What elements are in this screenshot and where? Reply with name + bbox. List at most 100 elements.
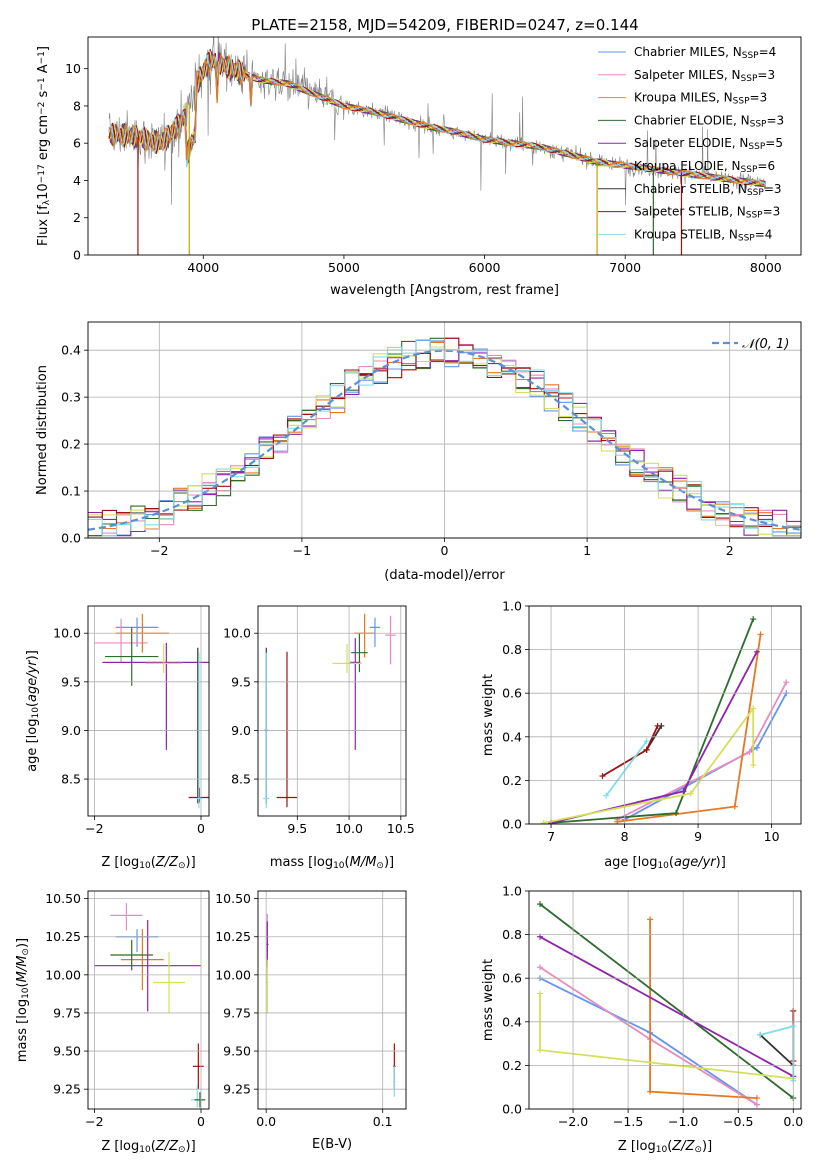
x-tick-label: 0.0 [256,1114,276,1129]
y-tick-label: 8.5 [61,772,81,787]
y-tick-label: 0.4 [502,1014,522,1029]
y-axis-label: Normed distribution [35,365,50,495]
x-tick-label: −1 [293,543,311,558]
x-tick-label: 2 [726,543,734,558]
x-tick-label: 10.5 [387,821,415,836]
axes-frame [87,605,210,817]
x-axis-label: age [log10(age/yr)] [604,855,726,871]
y-tick-label: 10.50 [45,891,81,906]
legend-label: 𝒩(0, 1) [742,337,789,352]
axes-frame [87,321,802,539]
x-axis-label: E(B-V) [312,1137,352,1152]
weight-line [760,1025,795,1081]
weight-line [605,740,648,797]
x-tick-label: 5000 [328,260,360,275]
x-tick-label: 10 [764,829,780,844]
legend-label: Kroupa ELODIE, NSSP=6 [634,159,775,175]
y-tick-label: 10 [65,61,81,76]
plot-area-spectrum [108,37,766,255]
x-tick-label: 0.0 [783,1114,803,1129]
axes-frame [528,605,802,825]
x-axis-label: mass [log10(M/M⊙)] [270,855,394,871]
y-tick-label: 4 [73,173,81,188]
y-tick-label: 9.5 [231,674,251,689]
y-tick-label: 10.0 [53,626,81,641]
y-tick-label: 0.6 [502,971,522,986]
weight-line [602,725,659,777]
y-tick-label: 9.0 [61,723,81,738]
x-axis-label: (data-model)/error [384,568,505,583]
weight-line [539,936,794,1078]
y-tick-label: 8.5 [231,772,251,787]
y-tick-label: 0.1 [61,484,81,499]
panel-spectrum: 4000 5000 6000 7000 8000 0 2 4 6 8 10 wavelength [A… [36,36,802,298]
axes-frame [257,890,407,1110]
y-tick-label: 0 [73,248,81,263]
x-tick-label: 0 [441,543,449,558]
y-tick-label: 10.25 [45,929,81,944]
y-tick-label: 0.2 [502,773,522,788]
y-axis-label: mass weight [481,674,496,756]
x-axis-label: Z [log10(Z/Z⊙)] [101,855,195,871]
panel-Z-age: −2 0 8.5 9.0 9.5 10.0 Z [log10(Z/Z⊙)] age [log1… [25,605,210,871]
y-tick-label: 9.5 [61,674,81,689]
x-tick-label: 8000 [750,260,782,275]
y-tick-label: 9.25 [223,1082,251,1097]
weight-line [616,681,788,821]
x-tick-label: 7 [547,829,555,844]
y-tick-label: 0.2 [502,1058,522,1073]
x-tick-label: 1 [583,543,591,558]
y-tick-label: 0.2 [61,437,81,452]
y-tick-label: 10.0 [223,626,251,641]
x-tick-label: −1.5 [613,1114,643,1129]
panel-age-weight: 7 8 9 10 0.0 0.2 0.4 0.6 0.8 1.0 age [log10(age/yr… [481,599,802,871]
legend-label: Chabrier STELIB, NSSP=3 [634,182,782,198]
y-tick-label: 10.00 [215,967,251,982]
legend-label: Salpeter MILES, NSSP=3 [634,68,775,84]
y-axis-label: age [log10(age/yr)] [25,650,41,772]
y-tick-label: 6 [73,136,81,151]
panel-residuals: −2 −1 0 1 2 0.0 0.1 0.2 0.3 0.4 (data-model)/error… [35,321,802,583]
x-tick-label: −2 [85,1114,103,1129]
x-tick-label: −2.0 [558,1114,588,1129]
y-tick-label: 10.00 [45,967,81,982]
y-tick-label: 9.50 [53,1044,81,1059]
x-tick-label: 4000 [187,260,219,275]
plot-area-Z-mass [94,903,206,1108]
legend-label: Kroupa STELIB, NSSP=4 [634,227,772,243]
plot-area-EBV-mass [266,913,396,1097]
y-tick-label: 0.0 [61,531,81,546]
y-tick-label: 9.75 [53,1005,81,1020]
x-tick-label: −2 [150,543,168,558]
y-tick-label: 10.50 [215,891,251,906]
x-tick-label: 7000 [609,260,641,275]
plot-area-age-weight [540,616,790,824]
y-axis-label: mass [log10(M/M⊙)] [15,938,31,1062]
x-tick-label: 9 [694,829,702,844]
x-axis-label: wavelength [Angstrom, rest frame] [330,283,559,298]
plot-area-mass-age [263,613,396,809]
y-tick-label: 9.75 [223,1005,251,1020]
x-tick-label: 0 [197,1114,205,1129]
axes-frame [87,890,210,1110]
y-tick-label: 0.4 [502,729,522,744]
x-tick-label: 6000 [469,260,501,275]
x-tick-label: 8 [621,829,629,844]
plot-area-Z-weight [537,901,797,1108]
panel-mass-age: 9.5 10.0 10.5 8.5 9.0 9.5 10.0 mass [log10(M/M⊙… [223,605,415,871]
y-tick-label: 9.0 [231,723,251,738]
x-tick-label: 9.5 [287,821,307,836]
panel-Z-mass: −2 0 9.25 9.50 9.75 10.00 10.25 10.50 Z [log10(Z… [15,890,210,1155]
weight-line [539,903,794,1099]
model-spectrum [108,53,766,188]
x-axis-label: Z [log10(Z/Z⊙)] [618,1139,712,1155]
x-tick-label: 10.0 [335,821,363,836]
y-tick-label: 0.6 [502,686,522,701]
y-tick-label: 0.4 [61,343,81,358]
figure-title: PLATE=2158, MJD=54209, FIBERID=0247, z=0… [251,16,638,34]
y-tick-label: 9.25 [53,1082,81,1097]
legend-label: Chabrier ELODIE, NSSP=3 [634,113,784,129]
y-tick-label: 9.50 [223,1044,251,1059]
y-tick-label: 0.0 [502,817,522,832]
